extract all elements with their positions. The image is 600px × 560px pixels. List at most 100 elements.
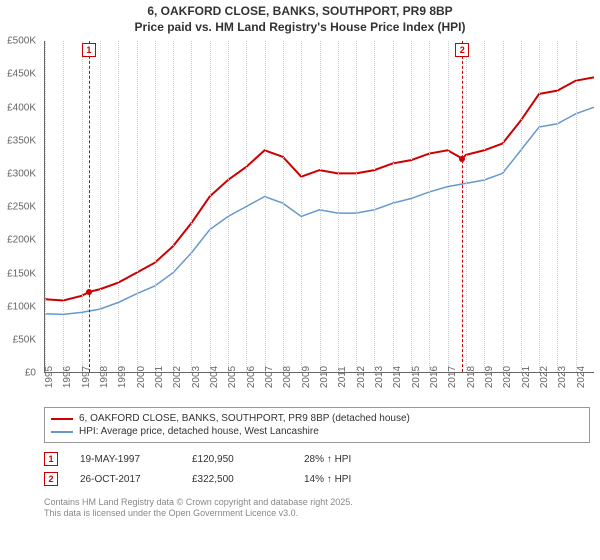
plot-inner: 12 bbox=[44, 41, 594, 373]
event-badge: 2 bbox=[44, 472, 58, 486]
x-tick-label: 2006 bbox=[246, 366, 257, 388]
event-table: 1 19-MAY-1997 £120,950 28% ↑ HPI 2 26-OCT-201… bbox=[44, 449, 590, 489]
y-tick-label: £450K bbox=[7, 69, 36, 80]
grid-line bbox=[448, 41, 449, 372]
grid-line bbox=[45, 41, 46, 372]
event-price: £120,950 bbox=[192, 454, 282, 465]
x-tick-label: 2009 bbox=[301, 366, 312, 388]
legend: 6, OAKFORD CLOSE, BANKS, SOUTHPORT, PR9 … bbox=[44, 407, 590, 443]
event-marker: 2 bbox=[455, 43, 469, 57]
x-tick-label: 2017 bbox=[447, 366, 458, 388]
y-tick-label: £350K bbox=[7, 135, 36, 146]
event-date: 26-OCT-2017 bbox=[80, 474, 170, 485]
grid-line bbox=[228, 41, 229, 372]
x-tick-label: 1999 bbox=[117, 366, 128, 388]
x-tick-label: 1997 bbox=[81, 366, 92, 388]
footer-line-2: This data is licensed under the Open Gov… bbox=[44, 508, 590, 519]
grid-line bbox=[503, 41, 504, 372]
grid-line bbox=[374, 41, 375, 372]
grid-line bbox=[576, 41, 577, 372]
x-tick-label: 2022 bbox=[539, 366, 550, 388]
x-tick-label: 1995 bbox=[44, 366, 55, 388]
title-line-2: Price paid vs. HM Land Registry's House … bbox=[0, 20, 600, 36]
y-tick-label: £300K bbox=[7, 168, 36, 179]
y-tick-label: £500K bbox=[7, 36, 36, 47]
chart-title: 6, OAKFORD CLOSE, BANKS, SOUTHPORT, PR9 … bbox=[0, 0, 600, 41]
grid-line bbox=[411, 41, 412, 372]
x-tick-label: 2003 bbox=[191, 366, 202, 388]
grid-line bbox=[173, 41, 174, 372]
y-tick-label: £400K bbox=[7, 102, 36, 113]
footer-line-1: Contains HM Land Registry data © Crown c… bbox=[44, 497, 590, 508]
x-tick-label: 1998 bbox=[99, 366, 110, 388]
legend-swatch bbox=[51, 418, 73, 420]
grid-line bbox=[210, 41, 211, 372]
grid-line bbox=[521, 41, 522, 372]
grid-line bbox=[63, 41, 64, 372]
x-tick-label: 2004 bbox=[209, 366, 220, 388]
chart-container: 6, OAKFORD CLOSE, BANKS, SOUTHPORT, PR9 … bbox=[0, 0, 600, 560]
x-tick-label: 2021 bbox=[521, 366, 532, 388]
y-tick-label: £150K bbox=[7, 268, 36, 279]
event-badge: 1 bbox=[44, 452, 58, 466]
x-tick-label: 2000 bbox=[136, 366, 147, 388]
grid-line bbox=[283, 41, 284, 372]
event-marker: 1 bbox=[82, 43, 96, 57]
grid-line bbox=[393, 41, 394, 372]
footer: Contains HM Land Registry data © Crown c… bbox=[44, 497, 590, 519]
event-price: £322,500 bbox=[192, 474, 282, 485]
x-tick-label: 2005 bbox=[227, 366, 238, 388]
grid-line bbox=[82, 41, 83, 372]
x-tick-label: 2011 bbox=[337, 366, 348, 388]
legend-row: 6, OAKFORD CLOSE, BANKS, SOUTHPORT, PR9 … bbox=[51, 412, 583, 425]
y-tick-label: £100K bbox=[7, 301, 36, 312]
grid-line bbox=[484, 41, 485, 372]
event-dot bbox=[459, 156, 465, 162]
grid-line bbox=[320, 41, 321, 372]
grid-line bbox=[429, 41, 430, 372]
event-line bbox=[89, 41, 90, 372]
x-tick-label: 2002 bbox=[172, 366, 183, 388]
legend-swatch bbox=[51, 431, 73, 433]
legend-label: HPI: Average price, detached house, West… bbox=[79, 426, 319, 437]
x-tick-label: 2007 bbox=[264, 366, 275, 388]
grid-line bbox=[356, 41, 357, 372]
y-tick-label: £200K bbox=[7, 235, 36, 246]
x-tick-label: 2001 bbox=[154, 366, 165, 388]
x-tick-label: 2019 bbox=[484, 366, 495, 388]
x-tick-label: 2015 bbox=[411, 366, 422, 388]
y-tick-label: £250K bbox=[7, 202, 36, 213]
event-dot bbox=[86, 289, 92, 295]
event-line bbox=[462, 41, 463, 372]
x-tick-label: 2024 bbox=[576, 366, 587, 388]
event-row: 2 26-OCT-2017 £322,500 14% ↑ HPI bbox=[44, 469, 590, 489]
grid-line bbox=[466, 41, 467, 372]
grid-line bbox=[155, 41, 156, 372]
grid-line bbox=[191, 41, 192, 372]
x-tick-label: 2008 bbox=[282, 366, 293, 388]
y-tick-label: £50K bbox=[13, 334, 36, 345]
grid-line bbox=[137, 41, 138, 372]
x-tick-label: 2010 bbox=[319, 366, 330, 388]
x-tick-label: 2014 bbox=[392, 366, 403, 388]
event-row: 1 19-MAY-1997 £120,950 28% ↑ HPI bbox=[44, 449, 590, 469]
y-tick-label: £0 bbox=[25, 368, 36, 379]
x-tick-label: 2013 bbox=[374, 366, 385, 388]
grid-line bbox=[246, 41, 247, 372]
x-tick-label: 2023 bbox=[557, 366, 568, 388]
x-tick-label: 2016 bbox=[429, 366, 440, 388]
event-date: 19-MAY-1997 bbox=[80, 454, 170, 465]
event-diff: 14% ↑ HPI bbox=[304, 474, 394, 485]
event-diff: 28% ↑ HPI bbox=[304, 454, 394, 465]
grid-line bbox=[539, 41, 540, 372]
x-tick-label: 2020 bbox=[502, 366, 513, 388]
x-tick-label: 2012 bbox=[356, 366, 367, 388]
x-tick-label: 1996 bbox=[62, 366, 73, 388]
x-axis: 1995199619971998199920002001200220032004… bbox=[44, 373, 594, 401]
x-tick-label: 2018 bbox=[466, 366, 477, 388]
legend-row: HPI: Average price, detached house, West… bbox=[51, 425, 583, 438]
grid-line bbox=[557, 41, 558, 372]
legend-label: 6, OAKFORD CLOSE, BANKS, SOUTHPORT, PR9 … bbox=[79, 413, 410, 424]
title-line-1: 6, OAKFORD CLOSE, BANKS, SOUTHPORT, PR9 … bbox=[0, 4, 600, 20]
grid-line bbox=[301, 41, 302, 372]
